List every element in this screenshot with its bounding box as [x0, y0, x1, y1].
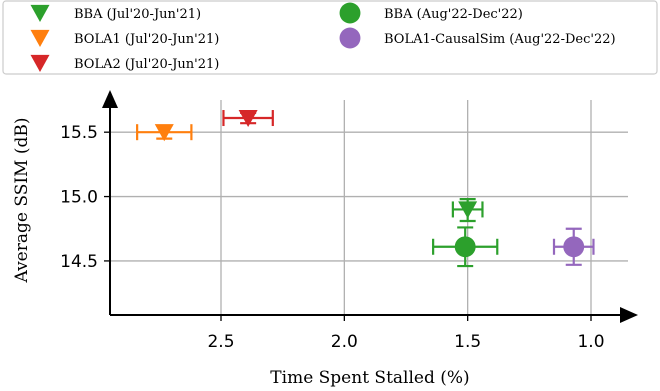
- series: [136, 109, 595, 268]
- x-tick-label: 2.0: [331, 332, 358, 352]
- data-point: [154, 124, 174, 142]
- x-tick-label: 1.0: [577, 332, 604, 352]
- legend-label: BBA (Aug'22-Dec'22): [384, 7, 523, 22]
- legend-label: BOLA2 (Jul'20-Jun'21): [74, 57, 219, 72]
- series-bba-aug-22-dec-22: [432, 226, 499, 268]
- legend-label: BOLA1-CausalSim (Aug'22-Dec'22): [384, 32, 616, 47]
- legend-item: BOLA1-CausalSim (Aug'22-Dec'22): [339, 27, 616, 49]
- y-tick-label: 15.5: [60, 123, 98, 143]
- y-ticks: 14.5 15.0 15.5: [60, 123, 110, 272]
- x-ticks: 2.5 2.0 1.5 1.0: [207, 315, 605, 352]
- axes: [102, 90, 638, 323]
- y-axis-label: Average SSIM (dB): [12, 117, 32, 283]
- series-bola1-causalsim-aug-22-dec-22: [552, 227, 595, 266]
- legend-frame: [2, 0, 658, 75]
- legend-item: BOLA1 (Jul'20-Jun'21): [30, 29, 219, 48]
- legend: BBA (Jul'20-Jun'21) BOLA1 (Jul'20-Jun'21)…: [2, 0, 658, 75]
- legend-marker: [339, 27, 361, 49]
- data-point: [454, 236, 476, 258]
- legend-marker: [30, 54, 50, 73]
- series-bba-jul-20-jun-21: [451, 198, 484, 223]
- y-axis-arrow: [102, 90, 118, 108]
- legend-item: BBA (Aug'22-Dec'22): [339, 2, 523, 24]
- y-tick-label: 14.5: [60, 252, 98, 272]
- x-tick-label: 2.5: [207, 332, 234, 352]
- y-tick-label: 15.0: [60, 188, 98, 208]
- data-point: [563, 236, 585, 258]
- series-bola2-jul-20-jun-21: [222, 109, 274, 128]
- legend-item: BBA (Jul'20-Jun'21): [30, 4, 201, 23]
- series-bola1-jul-20-jun-21: [136, 124, 193, 142]
- x-tick-label: 1.5: [454, 332, 481, 352]
- x-axis-label: Time Spent Stalled (%): [270, 368, 469, 388]
- data-point: [238, 109, 258, 128]
- x-axis-arrow: [620, 307, 638, 323]
- legend-item: BOLA2 (Jul'20-Jun'21): [30, 54, 219, 73]
- legend-marker: [30, 4, 50, 23]
- legend-label: BOLA1 (Jul'20-Jun'21): [74, 32, 219, 47]
- legend-marker: [30, 29, 50, 48]
- data-point: [458, 201, 478, 219]
- legend-label: BBA (Jul'20-Jun'21): [74, 7, 201, 22]
- legend-marker: [339, 2, 361, 24]
